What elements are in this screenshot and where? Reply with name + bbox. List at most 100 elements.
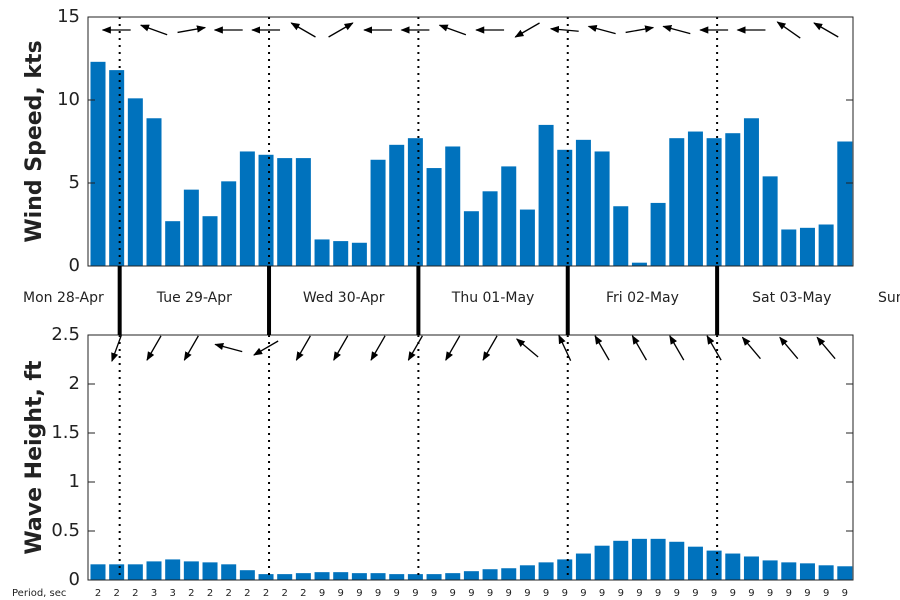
direction-arrow bbox=[253, 340, 279, 356]
bar bbox=[687, 546, 703, 580]
period-label: 2 bbox=[132, 588, 138, 599]
direction-arrow bbox=[146, 335, 162, 361]
bar bbox=[146, 118, 162, 266]
period-title: Period, sec bbox=[12, 588, 66, 599]
bar bbox=[557, 149, 573, 266]
bar bbox=[669, 138, 685, 266]
period-label: 3 bbox=[151, 588, 157, 599]
bar bbox=[258, 154, 274, 266]
bar bbox=[109, 70, 125, 267]
period-label: 2 bbox=[263, 588, 269, 599]
bar bbox=[239, 570, 255, 580]
bar bbox=[314, 239, 330, 266]
bar bbox=[426, 168, 442, 266]
bar bbox=[370, 573, 386, 580]
direction-arrow bbox=[625, 25, 655, 34]
bar bbox=[183, 561, 199, 580]
y-axis-label: Wave Height, ft bbox=[22, 360, 47, 555]
axes-box bbox=[87, 16, 854, 267]
period-label: 9 bbox=[655, 588, 661, 599]
period-label: 2 bbox=[226, 588, 232, 599]
bar bbox=[594, 545, 610, 580]
period-label: 9 bbox=[468, 588, 474, 599]
direction-arrow bbox=[549, 25, 579, 34]
bar bbox=[165, 221, 181, 266]
period-label: 2 bbox=[113, 588, 119, 599]
direction-arrow bbox=[813, 22, 839, 38]
period-label: 9 bbox=[823, 588, 829, 599]
bar bbox=[463, 211, 479, 266]
y-tick-label: 15 bbox=[57, 6, 80, 27]
day-label: Thu 01-May bbox=[451, 290, 535, 306]
bar bbox=[519, 565, 535, 580]
bar bbox=[277, 158, 293, 266]
period-label: 9 bbox=[356, 588, 362, 599]
bar bbox=[351, 242, 367, 266]
period-label: 2 bbox=[300, 588, 306, 599]
period-label: 9 bbox=[580, 588, 586, 599]
y-tick-label: 0 bbox=[69, 255, 80, 276]
bar bbox=[650, 202, 666, 266]
direction-arrow bbox=[370, 335, 386, 361]
bar bbox=[762, 560, 778, 580]
direction-arrow bbox=[514, 22, 540, 38]
bar bbox=[277, 574, 293, 580]
bar bbox=[258, 574, 274, 580]
bar bbox=[202, 562, 218, 580]
y-tick-label: 1 bbox=[69, 471, 80, 492]
bar bbox=[538, 124, 554, 267]
bar bbox=[687, 131, 703, 266]
period-label: 9 bbox=[636, 588, 642, 599]
bar bbox=[743, 556, 759, 580]
bar bbox=[370, 159, 386, 266]
bar bbox=[351, 573, 367, 580]
bar bbox=[127, 98, 143, 266]
bar bbox=[109, 564, 125, 580]
direction-arrow bbox=[183, 335, 199, 361]
bar bbox=[725, 133, 741, 266]
bar bbox=[613, 206, 629, 266]
bar bbox=[781, 229, 797, 266]
direction-arrow bbox=[333, 335, 349, 361]
bar bbox=[706, 138, 722, 266]
y-tick-label: 1.5 bbox=[51, 422, 80, 443]
bar bbox=[818, 224, 834, 266]
direction-arrow bbox=[445, 335, 461, 361]
period-label: 9 bbox=[674, 588, 680, 599]
period-label: 9 bbox=[487, 588, 493, 599]
direction-arrow bbox=[111, 334, 123, 363]
direction-arrow bbox=[776, 21, 801, 39]
bar bbox=[837, 566, 853, 580]
direction-arrow bbox=[816, 336, 836, 360]
day-label: Fri 02-May bbox=[606, 290, 679, 306]
bar bbox=[650, 538, 666, 580]
bar bbox=[501, 166, 517, 266]
bar bbox=[631, 262, 647, 266]
direction-arrow bbox=[328, 22, 354, 38]
bar bbox=[501, 568, 517, 580]
period-label: 2 bbox=[282, 588, 288, 599]
bar bbox=[127, 564, 143, 580]
period-label: 9 bbox=[506, 588, 512, 599]
bar bbox=[333, 241, 349, 266]
y-tick-label: 10 bbox=[57, 89, 80, 110]
bar bbox=[407, 138, 423, 266]
direction-arrow bbox=[139, 24, 168, 36]
bar bbox=[799, 227, 815, 266]
period-label: 9 bbox=[412, 588, 418, 599]
period-label: 3 bbox=[169, 588, 175, 599]
bar bbox=[239, 151, 255, 266]
y-tick-label: 0.5 bbox=[51, 520, 80, 541]
direction-arrow bbox=[558, 334, 572, 361]
direction-arrow bbox=[438, 24, 467, 36]
bar bbox=[202, 216, 218, 266]
bar bbox=[463, 571, 479, 580]
period-label: 9 bbox=[394, 588, 400, 599]
bar bbox=[389, 574, 405, 580]
bar bbox=[389, 144, 405, 266]
direction-arrow bbox=[779, 336, 799, 360]
y-tick-label: 2.5 bbox=[51, 324, 80, 345]
period-label: 9 bbox=[618, 588, 624, 599]
